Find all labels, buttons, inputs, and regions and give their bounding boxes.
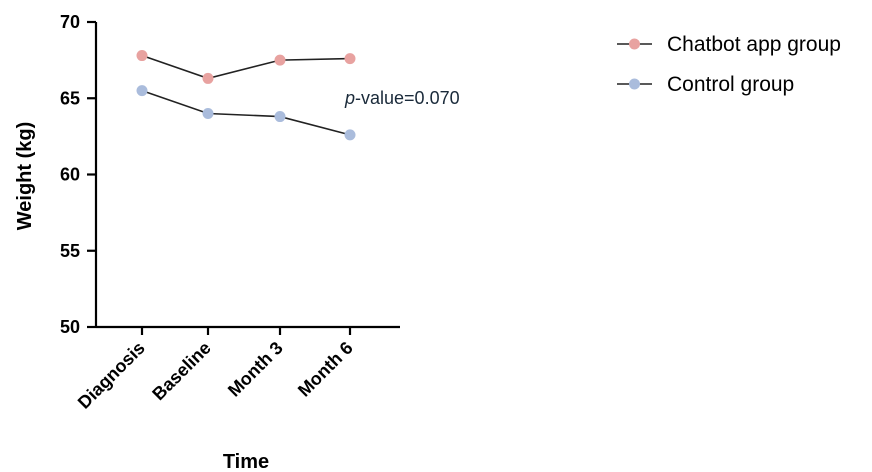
series-line	[141, 89, 351, 136]
series-line	[141, 54, 351, 80]
p-value-text: -value=0.070	[355, 88, 460, 108]
data-point	[274, 54, 286, 66]
legend-label: Chatbot app group	[667, 33, 841, 56]
legend-label: Control group	[667, 73, 794, 96]
data-point	[136, 50, 148, 62]
series-0	[136, 50, 356, 84]
y-tick-labels: 50 55 60 65 70	[60, 12, 80, 337]
y-tick-label: 65	[60, 88, 80, 108]
data-point	[202, 72, 214, 84]
legend-item: Chatbot app group	[617, 33, 841, 56]
axes	[87, 20, 400, 335]
x-tick-label: Month 3	[224, 338, 287, 401]
data-point	[344, 53, 356, 65]
y-tick-label: 50	[60, 317, 80, 337]
x-tick-label: Baseline	[148, 338, 215, 405]
x-tick-labels: Diagnosis Baseline Month 3 Month 6	[74, 338, 357, 413]
data-point	[136, 85, 148, 97]
y-tick-label: 70	[60, 12, 80, 32]
x-tick-label: Month 6	[294, 338, 357, 401]
y-tick-label: 60	[60, 165, 80, 185]
x-axis-title: Time	[223, 451, 269, 472]
data-point	[344, 129, 356, 141]
x-tick-label: Diagnosis	[74, 338, 149, 413]
series-1	[136, 85, 356, 141]
legend-item: Control group	[617, 73, 794, 96]
data-point	[202, 108, 214, 119]
y-tick-label: 55	[60, 241, 80, 261]
y-axis-title: Weight (kg)	[14, 122, 36, 231]
p-value-annotation: p-value=0.070	[344, 88, 460, 108]
p-value-italic: p	[344, 88, 355, 108]
legend-marker	[629, 78, 640, 90]
legend: Chatbot app group Control group	[617, 33, 841, 96]
series-layer	[136, 50, 356, 141]
legend-marker	[629, 38, 640, 50]
data-point	[274, 111, 286, 123]
